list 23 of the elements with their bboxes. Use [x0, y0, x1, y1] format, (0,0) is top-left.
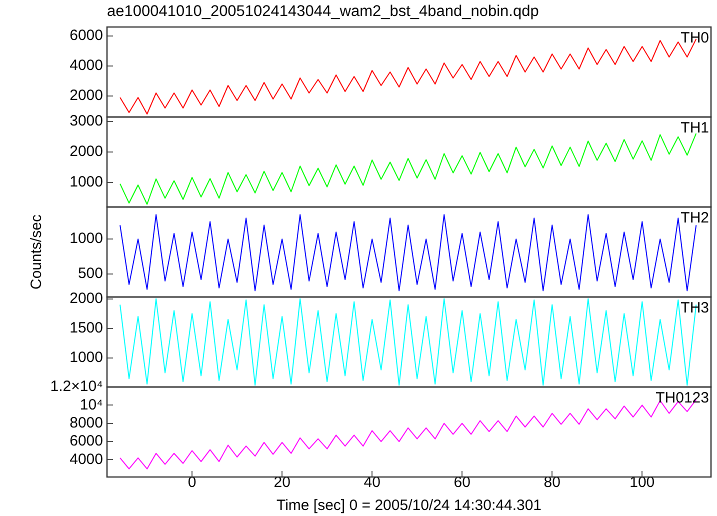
y-axis-title: Counts/sec: [28, 214, 46, 290]
y-tick-label: 6000: [70, 27, 103, 44]
y-tick-label: 6000: [70, 432, 103, 450]
y-tick-label: 2000: [70, 87, 103, 104]
y-tick-label: 2000: [70, 290, 103, 307]
series-label: TH2: [680, 210, 709, 227]
y-tick-label: 2000: [70, 143, 103, 160]
y-tick-label: 1500: [70, 320, 103, 337]
y-tick-label: 4000: [70, 57, 103, 74]
series-label: TH0123: [656, 390, 709, 407]
y-tick-label: 1.2×10⁴: [50, 378, 103, 396]
series-label: TH0: [680, 30, 709, 47]
y-tick-label: 500: [78, 265, 103, 282]
chart-title: ae100041010_20051024143044_wam2_bst_4band_nobin.qdp: [107, 3, 539, 21]
y-tick-label: 3000: [70, 112, 103, 130]
y-tick-label: 10⁴: [80, 396, 103, 414]
x-axis-title: Time [sec] 0 = 2005/10/24 14:30:44.301: [276, 497, 542, 514]
series-label: TH1: [680, 120, 709, 137]
y-tick-label: 1000: [70, 230, 103, 248]
y-tick-label: 1000: [70, 174, 103, 191]
y-tick-label: 1000: [70, 349, 103, 366]
y-tick-label: 8000: [70, 414, 103, 432]
y-tick-label: 4000: [70, 450, 103, 468]
